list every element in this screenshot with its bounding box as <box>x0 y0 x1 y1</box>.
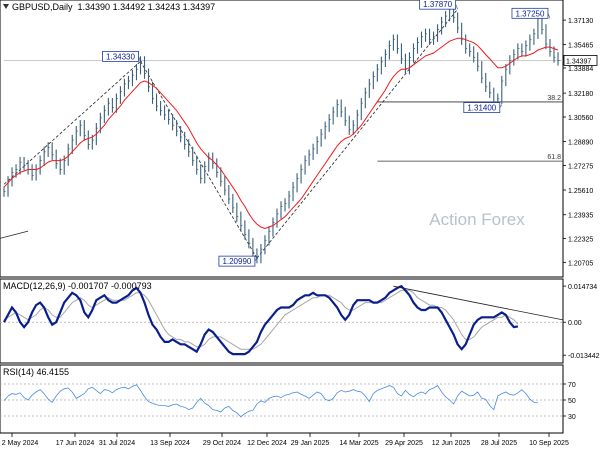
fib-levels: 38.2 61.8 <box>4 60 563 162</box>
time-tick-label: 12 Dec 2024 <box>247 440 287 447</box>
time-tick-label: 29 Apr 2025 <box>385 440 423 447</box>
time-tick-label: 29 Oct 2024 <box>203 440 241 447</box>
price-tick-label: 1.32180 <box>568 91 593 98</box>
macd-trendlines <box>393 285 564 321</box>
macd-tick-label: 0.014734 <box>568 284 597 291</box>
rsi-y-axis: 70 50 30 <box>563 382 576 421</box>
current-price-marker: 1.34397 <box>563 55 598 66</box>
price-tick-label: 1.35465 <box>568 43 593 50</box>
price-y-axis: 1.37130 1.35465 1.33884 1.32180 1.30560 1.288… <box>563 18 593 267</box>
rsi-guides <box>0 383 563 417</box>
time-tick-label: 12 Jun 2025 <box>432 440 471 447</box>
price-trendline <box>3 61 141 185</box>
rsi-tick-label: 50 <box>568 398 576 405</box>
macd-trendline <box>393 285 564 321</box>
watermark-text: Action Forex <box>429 210 525 229</box>
price-tick-label: 1.33884 <box>568 66 593 73</box>
price-label-text: 1.37250 <box>516 9 545 18</box>
price-tick-label: 1.27275 <box>568 163 593 170</box>
ohlc-values: 1.34390 1.34492 1.34243 1.34397 <box>77 2 216 12</box>
time-tick-label: 29 Jan 2025 <box>291 440 330 447</box>
price-label-pointer <box>138 56 141 62</box>
price-tick-label: 1.22325 <box>568 236 593 243</box>
price-annotations: 1.34330 1.20990 1.37870 1.37250 1.31400 <box>102 0 551 267</box>
price-tick-label: 1.37130 <box>568 18 593 25</box>
rsi-tick-label: 30 <box>568 414 576 421</box>
price-bars <box>3 4 560 264</box>
price-tick-label: 1.28890 <box>568 140 593 147</box>
time-tick-label: 28 Jul 2025 <box>481 440 517 447</box>
time-tick-label: 14 Mar 2025 <box>339 440 378 447</box>
price-label-text: 1.31400 <box>467 104 496 113</box>
time-tick-label: 13 Sep 2024 <box>150 440 190 447</box>
price-label-pointer <box>254 257 258 262</box>
price-tick-label: 1.20705 <box>568 260 593 267</box>
macd-signal-line <box>3 289 519 350</box>
fib-level-label: 38.2 <box>547 95 561 102</box>
price-header: GBPUSD,Daily 1.34390 1.34492 1.34243 1.3… <box>12 2 215 12</box>
current-price-text: 1.34397 <box>566 58 591 65</box>
macd-header: MACD(12,26,9) -0.001707 -0.000793 <box>3 281 152 291</box>
fib-level-label: 61.8 <box>547 154 561 161</box>
price-tick-label: 1.30560 <box>568 115 593 122</box>
macd-tick-label: 0.00 <box>568 320 582 327</box>
chart-window-icon <box>3 4 9 9</box>
price-trendline <box>256 8 458 259</box>
macd-panel <box>0 278 564 364</box>
macd-y-axis: 0.014734 0.00 -0.013442 <box>563 284 600 360</box>
rsi-line <box>3 384 538 418</box>
price-trendlines <box>0 8 458 259</box>
moving-average-line <box>3 37 559 230</box>
price-tick-label: 1.23935 <box>568 213 593 220</box>
rsi-panel <box>0 364 564 434</box>
price-label-pointer <box>499 104 503 108</box>
rsi-header: RSI(14) 46.4155 <box>3 367 70 377</box>
symbol-timeframe: GBPUSD,Daily <box>12 2 73 12</box>
current-price-box <box>563 55 598 66</box>
rsi-tick-label: 70 <box>568 382 576 389</box>
time-axis: 2 May 2024 17 Jun 2024 31 Jul 2024 13 Sep 2… <box>2 433 569 447</box>
time-tick-label: 2 May 2024 <box>2 440 39 447</box>
macd-tick-label: -0.013442 <box>568 353 600 360</box>
price-label-pointer <box>455 4 458 10</box>
price-label-pointer <box>547 13 551 19</box>
price-label-text: 1.37870 <box>423 0 452 9</box>
time-tick-label: 10 Sep 2025 <box>529 440 569 447</box>
price-label-text: 1.34330 <box>106 52 135 61</box>
price-label-text: 1.20990 <box>222 257 251 266</box>
price-trendline <box>0 230 29 239</box>
macd-line <box>3 284 519 356</box>
time-tick-label: 17 Jun 2024 <box>56 440 95 447</box>
price-tick-label: 1.25610 <box>568 188 593 195</box>
price-trendline <box>140 61 258 259</box>
time-tick-label: 31 Jul 2024 <box>99 440 135 447</box>
